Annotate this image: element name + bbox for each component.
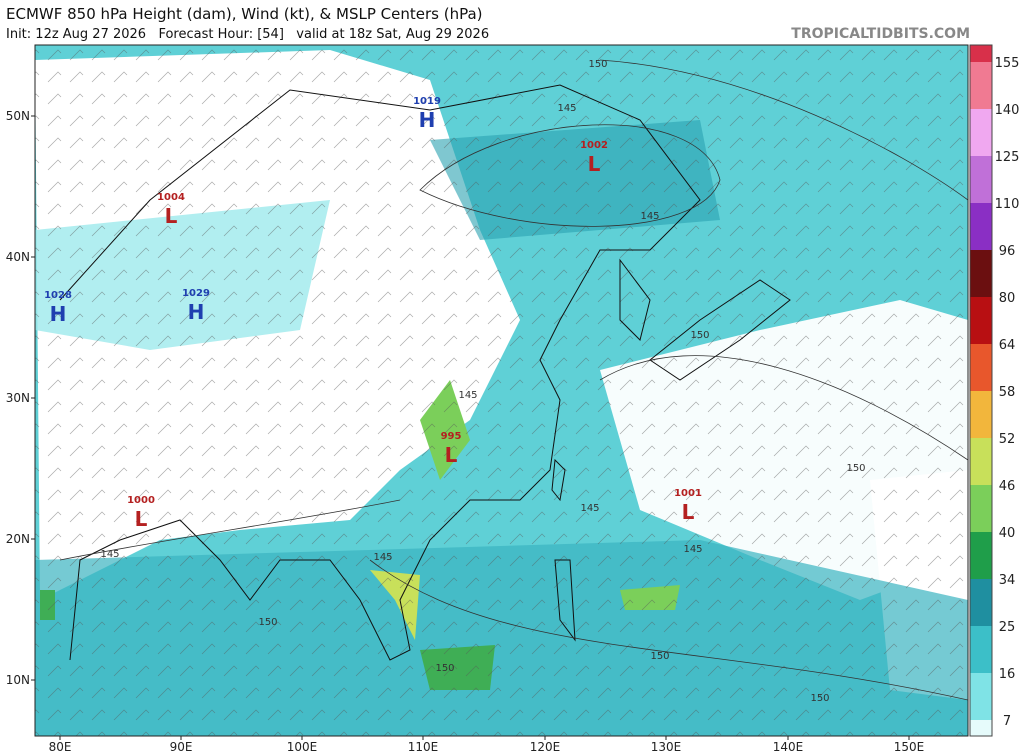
colorbar-segment bbox=[970, 203, 992, 250]
center-letter: L bbox=[135, 507, 148, 531]
colorbar-segment bbox=[970, 297, 992, 344]
contour-label: 145 bbox=[557, 103, 576, 114]
contour-label: 150 bbox=[588, 59, 607, 70]
center-value: 1002 bbox=[580, 140, 608, 151]
contour-label: 145 bbox=[100, 549, 119, 560]
center-letter: L bbox=[445, 443, 458, 467]
center-letter: H bbox=[419, 108, 436, 132]
colorbar-segment bbox=[970, 673, 992, 720]
colorbar-tick-label: 40 bbox=[999, 526, 1016, 541]
contour-label: 150 bbox=[650, 651, 669, 662]
colorbar-segment bbox=[970, 45, 992, 62]
colorbar-tick-label: 34 bbox=[999, 573, 1016, 588]
colorbar-tick-label: 58 bbox=[999, 385, 1016, 400]
center-value: 1000 bbox=[127, 495, 155, 506]
colorbar-tick-label: 16 bbox=[999, 667, 1016, 682]
colorbar-segment bbox=[970, 156, 992, 203]
contour-label: 145 bbox=[458, 390, 477, 401]
center-value: 1004 bbox=[157, 192, 185, 203]
lon-label: 100E bbox=[287, 740, 318, 754]
center-value: 995 bbox=[441, 431, 462, 442]
center-value: 1001 bbox=[674, 488, 702, 499]
contour-label: 145 bbox=[683, 544, 702, 555]
map bbox=[35, 45, 968, 736]
colorbar-tick-label: 80 bbox=[999, 291, 1016, 306]
colorbar-tick-label: 110 bbox=[995, 197, 1020, 212]
contour-label: 150 bbox=[690, 330, 709, 341]
lon-label: 150E bbox=[894, 740, 925, 754]
contour-label: 145 bbox=[580, 503, 599, 514]
lon-label: 90E bbox=[170, 740, 193, 754]
lon-label: 140E bbox=[773, 740, 804, 754]
lat-label: 30N bbox=[6, 391, 30, 405]
center-value: 1028 bbox=[44, 290, 72, 301]
contour-label: 145 bbox=[640, 211, 659, 222]
colorbar-segment bbox=[970, 250, 992, 297]
center-letter: L bbox=[165, 204, 178, 228]
lon-label: 110E bbox=[408, 740, 439, 754]
site-name: TROPICALTIDBITS.COM bbox=[791, 26, 970, 42]
title: ECMWF 850 hPa Height (dam), Wind (kt), &… bbox=[6, 5, 483, 23]
center-letter: L bbox=[588, 152, 601, 176]
colorbar-segment bbox=[970, 626, 992, 673]
lat-label: 40N bbox=[6, 250, 30, 264]
lon-label: 80E bbox=[49, 740, 72, 754]
contour-label: 145 bbox=[373, 552, 392, 563]
lat-label: 20N bbox=[6, 532, 30, 546]
colorbar-tick-label: 64 bbox=[999, 338, 1016, 353]
lat-label: 50N bbox=[6, 109, 30, 123]
subtitle: Init: 12z Aug 27 2026 Forecast Hour: [54… bbox=[6, 27, 489, 42]
map-frame bbox=[34, 44, 969, 737]
contour-label: 150 bbox=[846, 463, 865, 474]
center-letter: H bbox=[188, 300, 205, 324]
colorbar-tick-label: 96 bbox=[999, 244, 1016, 259]
colorbar-segment bbox=[970, 62, 992, 109]
colorbar-segment bbox=[970, 344, 992, 391]
lat-label: 10N bbox=[6, 673, 30, 687]
contour-label: 150 bbox=[258, 617, 277, 628]
colorbar-tick-label: 25 bbox=[999, 620, 1016, 635]
colorbar: 7 16 25 34 40 46 52 58 64 80 96 110 125 140 155 bbox=[969, 44, 1020, 737]
lon-label: 120E bbox=[530, 740, 561, 754]
center-letter: H bbox=[50, 302, 67, 326]
colorbar-segment bbox=[970, 391, 992, 438]
center-letter: L bbox=[682, 500, 695, 524]
colorbar-segment bbox=[970, 109, 992, 156]
colorbar-frame bbox=[969, 44, 993, 737]
colorbar-tick-label: 7 bbox=[1003, 714, 1011, 729]
colorbar-segment bbox=[970, 532, 992, 579]
colorbar-segment bbox=[970, 485, 992, 532]
colorbar-tick-label: 140 bbox=[995, 103, 1020, 118]
colorbar-tick-label: 125 bbox=[995, 150, 1020, 165]
colorbar-segment bbox=[970, 579, 992, 626]
center-value: 1029 bbox=[182, 288, 210, 299]
colorbar-tick-label: 155 bbox=[995, 56, 1020, 71]
contour-label: 150 bbox=[435, 663, 454, 674]
lon-label: 130E bbox=[651, 740, 682, 754]
contour-label: 150 bbox=[810, 693, 829, 704]
colorbar-segment bbox=[970, 438, 992, 485]
colorbar-segment bbox=[970, 720, 992, 736]
colorbar-tick-label: 52 bbox=[999, 432, 1016, 447]
colorbar-tick-label: 46 bbox=[999, 479, 1016, 494]
center-value: 1019 bbox=[413, 96, 441, 107]
